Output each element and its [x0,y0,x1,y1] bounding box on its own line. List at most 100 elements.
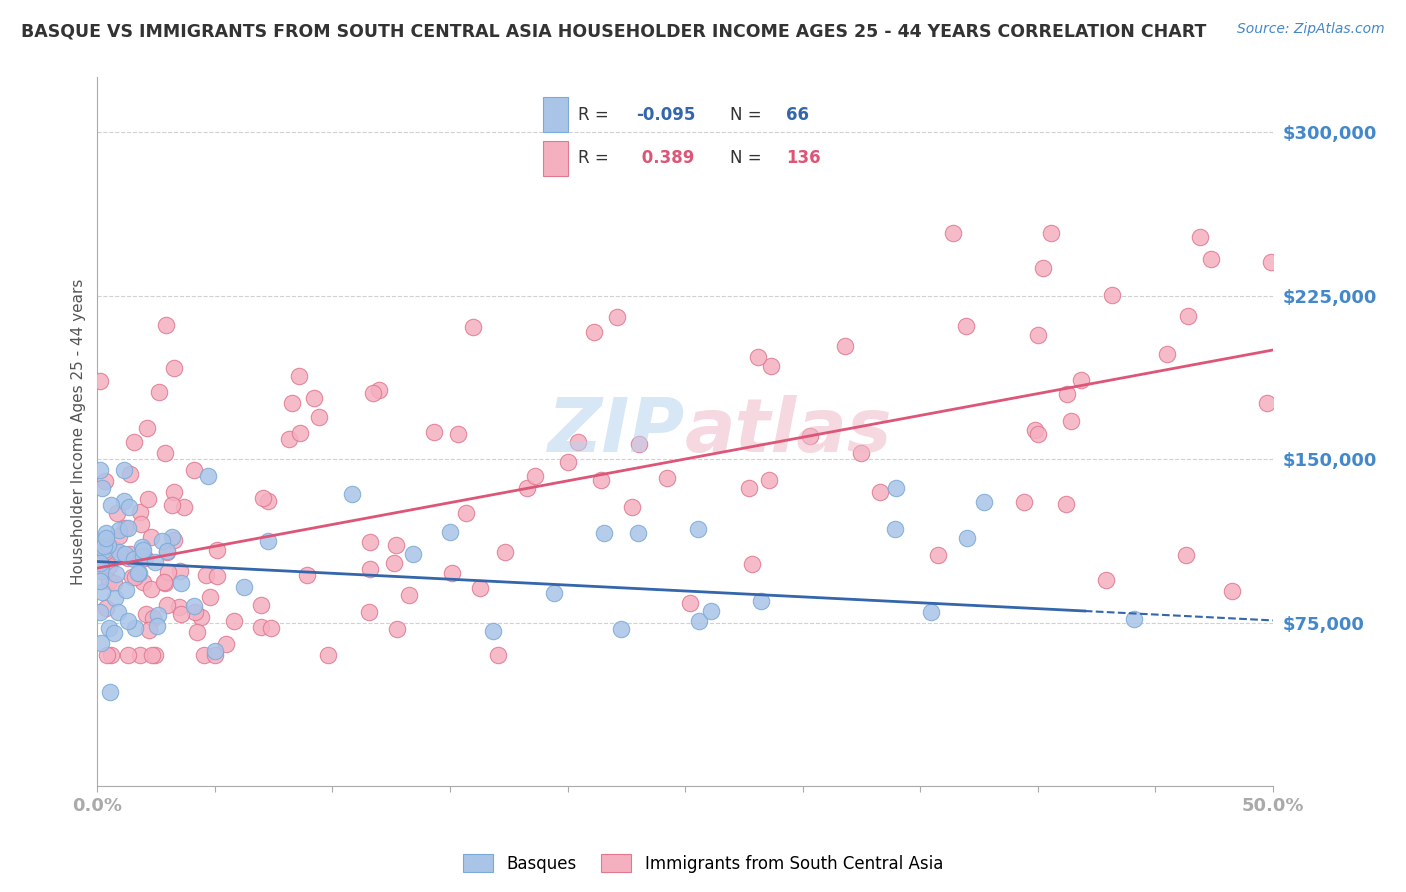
Point [183,463,205,477]
Point [104,591,127,605]
Point [153,575,176,590]
Point [160,530,183,544]
Legend: Basques, Immigrants from South Central Asia: Basques, Immigrants from South Central A… [456,847,950,880]
Point [205,568,228,582]
Point [141,582,163,596]
Point [302,391,325,405]
Point [583,325,606,339]
Point [295,568,318,582]
Point [1060,414,1083,428]
Point [143,648,166,663]
Point [621,500,644,514]
Point [955,319,977,334]
Point [142,611,165,625]
Point [308,409,330,424]
Point [100,499,122,513]
Point [606,310,628,324]
Point [758,473,780,487]
Point [163,485,186,500]
Point [1256,395,1278,409]
Point [441,566,464,581]
Point [190,609,212,624]
Point [107,606,129,620]
Point [927,548,949,562]
Point [741,557,763,571]
Point [494,545,516,559]
Point [156,544,179,558]
Text: ZIP: ZIP [548,395,685,468]
Point [382,556,405,570]
Point [1054,497,1077,511]
Point [316,648,339,663]
Point [628,437,651,451]
Point [117,648,139,663]
Point [1095,573,1118,587]
Point [688,614,710,628]
Point [114,521,136,535]
Point [127,566,149,580]
Point [124,434,146,449]
Point [1260,255,1282,269]
Point [118,500,141,515]
Point [117,521,139,535]
Point [156,565,179,579]
Point [94,544,117,558]
Point [169,599,191,614]
Point [1188,229,1211,244]
Point [163,533,186,547]
Point [100,648,122,663]
Point [93,539,115,553]
Point [124,570,146,584]
Point [1039,226,1062,240]
Point [103,626,125,640]
Point [468,581,491,595]
Point [591,473,613,487]
Point [1024,423,1046,437]
Point [1012,495,1035,509]
Point [257,534,280,549]
Point [686,522,709,536]
Point [108,529,131,543]
Point [105,567,128,582]
Point [186,625,208,640]
Point [1156,347,1178,361]
Point [249,598,271,612]
Point [1199,252,1222,267]
Point [107,523,129,537]
Point [129,505,152,519]
Point [385,622,408,636]
Point [136,492,159,507]
Point [112,494,135,508]
Point [97,621,120,635]
Point [1101,288,1123,302]
Point [153,446,176,460]
Point [138,623,160,637]
Point [543,586,565,600]
Point [260,621,283,635]
Point [96,648,118,663]
Point [103,541,125,556]
Point [699,604,721,618]
Point [141,648,163,663]
Point [131,541,153,555]
Point [90,558,112,572]
Point [117,614,139,628]
Point [799,428,821,442]
Point [155,576,177,591]
Point [1032,260,1054,275]
Point [288,368,311,383]
Point [156,598,179,612]
Point [1175,548,1198,562]
Point [197,469,219,483]
Point [98,559,121,574]
Point [135,607,157,622]
Point [132,575,155,590]
Point [402,547,425,561]
Point [1026,327,1049,342]
Point [89,605,111,619]
Point [655,471,678,485]
Point [215,637,238,651]
Point [361,386,384,401]
Point [592,525,614,540]
Point [122,552,145,566]
